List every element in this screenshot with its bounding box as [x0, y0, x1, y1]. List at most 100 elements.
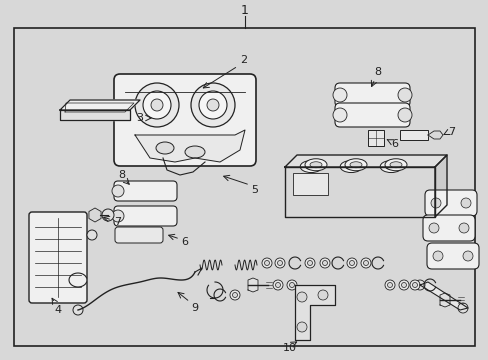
FancyBboxPatch shape	[114, 74, 256, 166]
Polygon shape	[419, 282, 467, 310]
Text: 6: 6	[181, 237, 188, 247]
Circle shape	[87, 230, 97, 240]
Circle shape	[307, 261, 312, 266]
Circle shape	[397, 108, 411, 122]
Circle shape	[384, 280, 394, 290]
Circle shape	[360, 258, 370, 268]
Circle shape	[457, 303, 467, 313]
Circle shape	[135, 83, 179, 127]
Circle shape	[296, 292, 306, 302]
Text: 8: 8	[374, 67, 381, 77]
FancyBboxPatch shape	[114, 206, 177, 226]
Text: 9: 9	[191, 303, 198, 313]
Text: 7: 7	[447, 127, 455, 137]
Polygon shape	[285, 167, 434, 217]
Polygon shape	[60, 100, 140, 110]
Circle shape	[277, 261, 282, 266]
Circle shape	[462, 251, 472, 261]
Circle shape	[275, 283, 280, 288]
Circle shape	[398, 280, 408, 290]
Ellipse shape	[309, 162, 321, 168]
Circle shape	[363, 261, 368, 266]
Ellipse shape	[385, 163, 396, 170]
Bar	[399, 130, 427, 140]
Circle shape	[332, 108, 346, 122]
Circle shape	[322, 261, 327, 266]
Ellipse shape	[340, 161, 362, 172]
Circle shape	[274, 258, 285, 268]
FancyBboxPatch shape	[334, 83, 409, 107]
Ellipse shape	[184, 146, 204, 158]
Text: 8: 8	[118, 170, 125, 180]
Text: 4: 4	[54, 305, 61, 315]
Circle shape	[289, 283, 294, 288]
Circle shape	[409, 280, 419, 290]
Circle shape	[142, 91, 171, 119]
Polygon shape	[285, 155, 446, 167]
Circle shape	[206, 99, 219, 111]
Circle shape	[460, 198, 470, 208]
Circle shape	[317, 290, 327, 300]
Circle shape	[296, 322, 306, 332]
Circle shape	[412, 283, 417, 288]
Text: 2: 2	[240, 55, 247, 65]
Circle shape	[397, 88, 411, 102]
Text: 5: 5	[251, 185, 258, 195]
Circle shape	[349, 261, 354, 266]
FancyBboxPatch shape	[29, 212, 87, 303]
Circle shape	[73, 305, 83, 315]
Circle shape	[191, 83, 235, 127]
Text: 10: 10	[283, 343, 296, 353]
Ellipse shape	[349, 162, 361, 168]
Circle shape	[272, 280, 283, 290]
Circle shape	[199, 91, 226, 119]
Circle shape	[319, 258, 329, 268]
Ellipse shape	[305, 163, 317, 170]
Circle shape	[102, 209, 114, 221]
Ellipse shape	[156, 142, 174, 154]
Polygon shape	[439, 293, 449, 307]
Polygon shape	[294, 285, 334, 340]
Circle shape	[262, 258, 271, 268]
Ellipse shape	[345, 159, 366, 171]
Circle shape	[305, 258, 314, 268]
Polygon shape	[434, 155, 446, 217]
Circle shape	[432, 251, 442, 261]
Ellipse shape	[305, 159, 326, 171]
FancyBboxPatch shape	[334, 103, 409, 127]
Circle shape	[401, 283, 406, 288]
Bar	[292, 173, 327, 195]
FancyBboxPatch shape	[114, 181, 177, 201]
FancyBboxPatch shape	[424, 190, 476, 216]
Polygon shape	[60, 110, 130, 120]
Circle shape	[332, 88, 346, 102]
Bar	[367, 130, 383, 146]
Text: 6: 6	[391, 139, 398, 149]
Text: 1: 1	[241, 4, 248, 17]
Circle shape	[112, 210, 124, 222]
Circle shape	[386, 283, 392, 288]
Polygon shape	[427, 131, 442, 139]
Text: 7: 7	[114, 217, 122, 227]
Circle shape	[428, 223, 438, 233]
Circle shape	[414, 280, 424, 290]
Circle shape	[232, 292, 237, 297]
Circle shape	[264, 261, 269, 266]
Circle shape	[430, 198, 440, 208]
Circle shape	[229, 290, 240, 300]
Polygon shape	[135, 130, 244, 162]
Ellipse shape	[389, 162, 401, 168]
Circle shape	[346, 258, 356, 268]
Ellipse shape	[380, 161, 401, 172]
FancyBboxPatch shape	[422, 215, 474, 241]
Circle shape	[112, 185, 124, 197]
Polygon shape	[247, 278, 258, 292]
Ellipse shape	[345, 163, 356, 170]
Circle shape	[458, 223, 468, 233]
Circle shape	[286, 280, 296, 290]
FancyBboxPatch shape	[115, 227, 163, 243]
Circle shape	[151, 99, 163, 111]
Ellipse shape	[384, 159, 406, 171]
FancyBboxPatch shape	[426, 243, 478, 269]
Bar	[14, 28, 474, 346]
